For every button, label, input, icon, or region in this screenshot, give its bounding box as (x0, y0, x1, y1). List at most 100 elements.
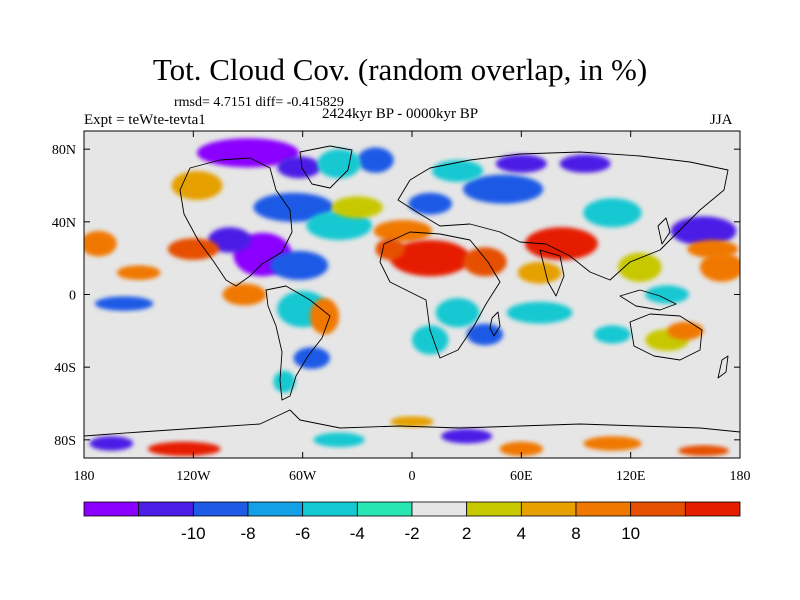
field-region-19 (331, 196, 383, 219)
field-region-17 (293, 347, 330, 369)
coastline-india (539, 249, 565, 297)
coastline-eurasia (397, 151, 729, 281)
field-region-10 (167, 238, 219, 260)
colorbar-label: -2 (404, 524, 419, 543)
colorbar-swatch (630, 501, 686, 517)
coastline-australia (629, 313, 703, 361)
field-region-3 (317, 149, 361, 179)
colorbar-swatch (302, 501, 358, 517)
field-region-35 (699, 252, 740, 282)
field-region-49 (678, 445, 730, 457)
field-region-2 (357, 147, 394, 173)
lat-tick-label: 80S (54, 434, 76, 449)
colorbar-label: -4 (350, 524, 365, 543)
field-region-13 (94, 296, 154, 311)
lat-tick-label: 80N (52, 143, 76, 158)
experiment-text: Expt = teWte-tevta1 (84, 112, 206, 128)
field-region-36 (645, 285, 689, 304)
period-text: 2424kyr BP - 0000kyr BP (322, 106, 479, 122)
field-region-25 (373, 220, 433, 242)
field-region-30 (517, 261, 562, 284)
colorbar-label: 10 (621, 524, 640, 543)
field-region-37 (506, 301, 573, 324)
lon-tick-label: 180 (74, 469, 95, 484)
coastline-greenland (299, 145, 353, 189)
field-region-8 (207, 227, 252, 253)
coastline-north-america (179, 157, 293, 287)
field-region-26 (390, 239, 471, 277)
field-region-51 (390, 416, 434, 428)
field-region-11 (84, 230, 117, 257)
coastline-maritime-asia (619, 289, 677, 311)
coastline-new-zealand (717, 355, 729, 379)
lon-tick-label: 120E (616, 469, 646, 484)
coastline-africa (379, 231, 501, 359)
field-region-5 (253, 192, 334, 222)
field-region-1 (277, 156, 321, 179)
field-region-42 (667, 321, 704, 340)
colorbar-label: -8 (240, 524, 255, 543)
lon-tick-label: 60E (510, 469, 533, 484)
field-region-12 (116, 265, 161, 280)
field-region-45 (89, 436, 134, 451)
colorbar-swatch (83, 501, 140, 517)
field-region-20 (408, 192, 453, 215)
colorbar-swatch (575, 501, 632, 517)
lon-tick-label: 60W (289, 469, 317, 484)
field-region-46 (441, 428, 493, 444)
colorbar-label: -10 (181, 524, 206, 543)
stats-text: rmsd= 4.7151 diff= -0.415829 (174, 95, 344, 110)
coastlines (84, 145, 740, 437)
colorbar-swatch (247, 501, 304, 517)
lon-tick-label: 120W (176, 469, 211, 484)
field-region-16 (309, 298, 340, 335)
field-region-21 (463, 174, 544, 204)
coastline-japan (657, 217, 671, 245)
field-region-18 (273, 370, 296, 393)
field-region-31 (583, 198, 642, 228)
lat-tick-label: 40S (54, 361, 76, 376)
colorbar-swatch (356, 501, 413, 517)
colorbar-swatch (411, 501, 468, 517)
coastline-south-america (265, 285, 331, 401)
colorbar-swatch (138, 501, 194, 517)
colorbar-swatch (192, 501, 249, 517)
field-region-27 (375, 238, 405, 260)
map-axes: 180 120W 60W 0 60E 120E 180 80N 40N 0 40S 80S (52, 131, 751, 484)
colorbar-label: -6 (295, 524, 310, 543)
colorbar-label: 2 (462, 524, 471, 543)
field-region-40 (412, 325, 449, 355)
season-text: JJA (710, 112, 733, 128)
colorbar-label: 8 (571, 524, 580, 543)
lon-tick-label: 0 (409, 469, 416, 484)
field-region-22 (432, 160, 484, 182)
coastline-antarctica (84, 409, 740, 437)
field-region-28 (463, 247, 507, 277)
field-region-47 (499, 441, 544, 457)
field-region-29 (524, 227, 598, 260)
lon-tick-label: 180 (730, 469, 751, 484)
colorbar-swatch (684, 501, 741, 517)
field-region-48 (583, 436, 642, 451)
colorbar-label: 4 (517, 524, 526, 543)
coastline-madagascar (489, 311, 501, 337)
map-title: Tot. Cloud Cov. (random overlap, in %) (152, 52, 648, 87)
field-region-50 (313, 432, 365, 448)
field-region-32 (617, 252, 662, 282)
field-region-9 (269, 250, 329, 280)
field-region-4 (171, 170, 223, 201)
colorbar-swatch (466, 501, 522, 517)
field-region-14 (222, 283, 267, 306)
field-region-39 (466, 323, 504, 346)
field-region-43 (594, 325, 631, 344)
field-region-44 (147, 441, 221, 457)
field-region-33 (670, 216, 737, 246)
field-region-23 (495, 154, 547, 173)
lat-tick-label: 0 (69, 289, 76, 304)
colorbar-swatch (520, 501, 577, 517)
field-region-6 (306, 210, 372, 240)
colorbar: -10 -8 -6 -4 -2 2 4 8 10 (83, 501, 741, 543)
lat-tick-label: 40N (52, 216, 76, 231)
field-region-38 (435, 298, 480, 328)
